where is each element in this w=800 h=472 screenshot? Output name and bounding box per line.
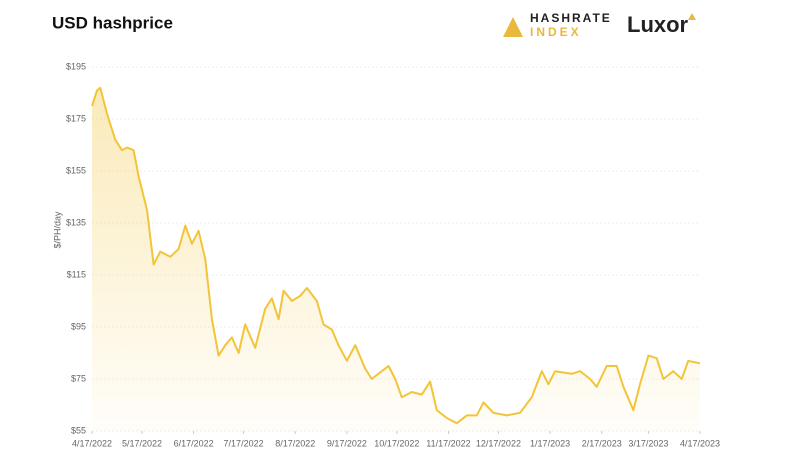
brand-name: HASHRATE <box>530 11 612 25</box>
chart-title: USD hashprice <box>52 13 173 32</box>
y-tick-label: $135 <box>66 217 86 227</box>
y-tick-label: $195 <box>66 61 86 71</box>
area-fill <box>92 87 700 432</box>
x-tick-label: 4/17/2023 <box>680 438 720 448</box>
line <box>91 86 701 425</box>
x-tick-label: 7/17/2022 <box>224 438 264 448</box>
y-tick-label: $115 <box>67 269 86 279</box>
x-tick-label: 9/17/2022 <box>327 438 367 448</box>
brand-logo <box>503 17 523 37</box>
x-tick-label: 12/17/2022 <box>476 438 521 448</box>
partner-logo <box>688 13 696 20</box>
x-tick-label: 10/17/2022 <box>374 438 419 448</box>
x-tick-label: 1/17/2023 <box>530 438 570 448</box>
partner-name: Luxor <box>627 12 689 37</box>
brand-name: INDEX <box>530 25 582 39</box>
x-tick-label: 3/17/2023 <box>628 438 668 448</box>
y-tick-label: $55 <box>71 425 86 435</box>
x-tick-label: 2/17/2023 <box>582 438 622 448</box>
x-tick-label: 8/17/2022 <box>275 438 315 448</box>
y-tick-label: $75 <box>71 373 86 383</box>
x-tick-label: 6/17/2022 <box>174 438 214 448</box>
y-tick-label: $95 <box>71 321 86 331</box>
x-tick-label: 5/17/2022 <box>122 438 162 448</box>
y-tick-label: $155 <box>66 165 86 175</box>
x-tick-label: 4/17/2022 <box>72 438 112 448</box>
x-tick-label: 11/17/2022 <box>426 438 470 448</box>
y-tick-label: $175 <box>66 113 86 123</box>
y-axis-label: $/PH/day <box>52 211 62 249</box>
